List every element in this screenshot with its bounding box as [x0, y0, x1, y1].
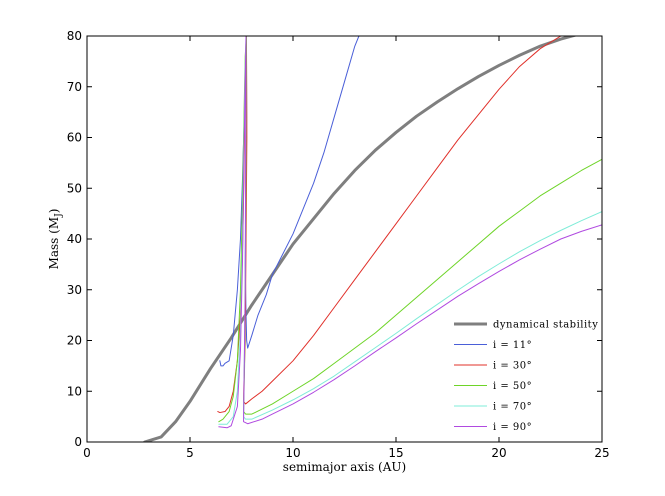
legend-label-0: dynamical stability: [493, 320, 598, 331]
legend-label-5: i = 90°: [493, 422, 532, 433]
x-tick-label: 20: [491, 446, 506, 460]
y-tick-label: 70: [67, 80, 82, 94]
y-axis-title: Mass (MJ): [47, 209, 64, 270]
x-tick-label: 15: [388, 446, 403, 460]
series-line-5: [218, 36, 602, 429]
tick-layer: 0 5 10 15 20 25 0 10 20 30 40 50 60 70 80: [67, 29, 610, 460]
y-tick-label: 30: [67, 283, 82, 297]
plot-area: [87, 36, 602, 442]
x-tick-label: 10: [285, 446, 300, 460]
series-line-2: [217, 36, 578, 414]
x-tick-label: 25: [594, 446, 609, 460]
y-tick-label: 40: [67, 232, 82, 246]
x-tick-label: 0: [83, 446, 91, 460]
y-tick-label: 60: [67, 131, 82, 145]
legend-label-4: i = 70°: [493, 402, 532, 413]
y-tick-label: 10: [67, 384, 82, 398]
legend-label-3: i = 50°: [493, 381, 532, 392]
legend: dynamical stability i = 11° i = 30° i = 50°…: [454, 320, 598, 433]
series-line-0: [143, 36, 578, 442]
legend-label-2: i = 30°: [493, 361, 532, 372]
x-axis-title: semimajor axis (AU): [283, 460, 406, 474]
y-tick-label: 0: [74, 435, 82, 449]
y-tick-label: 80: [67, 29, 82, 43]
y-tick-label: 50: [67, 181, 82, 195]
series-layer: [143, 36, 602, 442]
x-tick-label: 5: [186, 446, 194, 460]
legend-label-1: i = 11°: [493, 340, 532, 351]
series-line-3: [218, 36, 602, 423]
y-tick-label: 20: [67, 334, 82, 348]
